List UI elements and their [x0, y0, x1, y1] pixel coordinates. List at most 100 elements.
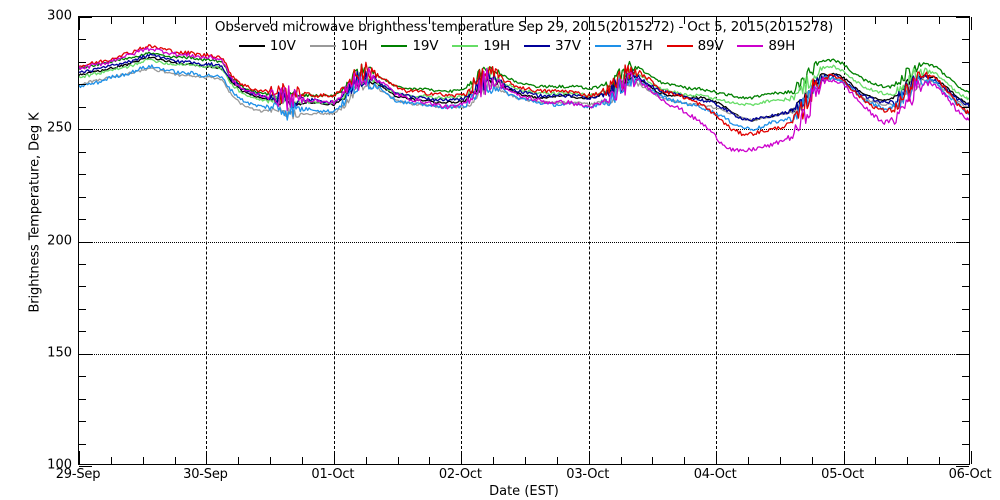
- series-line-10v: [79, 56, 969, 122]
- x-tick-minor-top: [907, 17, 909, 24]
- plot-frame: [78, 16, 972, 467]
- y-tick-label: 250: [47, 120, 72, 136]
- x-tick-minor-top: [875, 17, 877, 24]
- horizontal-gridline: [79, 241, 969, 243]
- x-tick-minor: [779, 457, 781, 464]
- legend-item-19h[interactable]: 19H: [452, 38, 510, 54]
- y-tick-label: 300: [47, 8, 72, 24]
- vertical-gridline: [843, 17, 845, 464]
- y-tick-minor: [79, 219, 86, 221]
- x-tick-major-top: [79, 17, 80, 30]
- x-tick-minor: [142, 457, 144, 464]
- legend: 10V 10H 19V 19H 37V 37H 89V 89H: [78, 37, 970, 55]
- y-tick-major-right: [956, 17, 969, 18]
- y-tick-label: 100: [47, 457, 72, 473]
- x-tick-minor-top: [493, 17, 495, 24]
- x-tick-major: [461, 451, 463, 464]
- legend-swatch-10h: [309, 45, 336, 47]
- vertical-gridline: [588, 17, 590, 464]
- x-tick-minor: [748, 457, 749, 464]
- x-tick-minor: [174, 457, 176, 464]
- y-tick-minor-right: [962, 263, 969, 265]
- y-tick-minor: [79, 174, 86, 176]
- x-tick-minor: [620, 457, 622, 464]
- x-tick-minor-top: [556, 17, 558, 24]
- series-line-89h: [79, 46, 969, 153]
- legend-label-10v: 10V: [269, 38, 296, 54]
- vertical-gridline: [716, 17, 718, 464]
- y-tick-minor-right: [962, 61, 969, 63]
- legend-item-89v[interactable]: 89V: [666, 38, 724, 54]
- y-tick-minor-right: [962, 308, 969, 310]
- x-tick-major-top: [333, 17, 335, 30]
- x-tick-major: [843, 451, 845, 464]
- legend-label-37v: 37V: [555, 38, 581, 54]
- y-tick-minor-right: [962, 421, 969, 423]
- horizontal-gridline: [79, 129, 969, 131]
- y-tick-minor: [79, 376, 86, 378]
- x-tick-minor-top: [779, 17, 781, 24]
- y-tick-minor: [79, 61, 86, 63]
- legend-swatch-10v: [238, 45, 265, 47]
- x-tick-major: [333, 451, 335, 464]
- x-tick-major-top: [843, 17, 845, 30]
- x-tick-minor-top: [174, 17, 176, 24]
- x-tick-major: [971, 451, 972, 464]
- series-layer: [79, 44, 969, 153]
- y-tick-minor: [79, 331, 86, 333]
- x-tick-minor-top: [748, 17, 749, 24]
- legend-item-10h[interactable]: 10H: [309, 38, 368, 54]
- y-tick-major: [79, 353, 92, 355]
- y-tick-major: [79, 241, 92, 243]
- vertical-gridline: [461, 17, 463, 464]
- y-tick-minor-right: [962, 84, 969, 86]
- x-tick-label: 06-Oct: [948, 467, 992, 482]
- x-tick-minor-top: [302, 17, 303, 24]
- legend-item-37v[interactable]: 37V: [524, 38, 581, 54]
- legend-item-10v[interactable]: 10V: [238, 38, 296, 54]
- x-tick-label: 03-Oct: [566, 467, 610, 482]
- x-tick-major: [588, 451, 590, 464]
- y-tick-label: 150: [47, 345, 72, 361]
- x-tick-minor: [397, 457, 399, 464]
- x-tick-minor: [684, 457, 686, 464]
- y-tick-minor-right: [962, 174, 969, 176]
- y-tick-minor: [79, 308, 86, 310]
- x-tick-minor-top: [652, 17, 654, 24]
- y-tick-minor: [79, 39, 86, 41]
- y-tick-major-right: [956, 353, 969, 355]
- x-tick-label: 01-Oct: [311, 467, 355, 482]
- x-tick-minor-top: [939, 17, 941, 24]
- x-tick-minor: [270, 457, 272, 464]
- y-tick-minor-right: [962, 219, 969, 221]
- y-tick-minor-right: [962, 443, 969, 445]
- legend-label-19v: 19V: [412, 38, 439, 54]
- legend-swatch-89h: [737, 45, 764, 47]
- series-line-89v: [79, 44, 969, 137]
- chart-title: Observed microwave brightness temperatur…: [214, 19, 834, 35]
- x-tick-minor: [811, 457, 813, 464]
- x-tick-major-top: [206, 17, 208, 30]
- vertical-gridline: [333, 17, 335, 464]
- x-tick-minor-top: [525, 17, 526, 24]
- y-tick-minor-right: [962, 106, 969, 108]
- x-tick-major: [716, 451, 718, 464]
- legend-item-37h[interactable]: 37H: [594, 38, 653, 54]
- y-tick-minor-right: [962, 39, 969, 41]
- x-tick-minor: [875, 457, 877, 464]
- legend-swatch-37v: [524, 45, 550, 47]
- x-tick-minor: [525, 457, 526, 464]
- x-tick-minor: [652, 457, 654, 464]
- y-tick-minor-right: [962, 398, 969, 400]
- y-tick-major: [79, 466, 92, 467]
- x-tick-minor-top: [142, 17, 144, 24]
- y-tick-minor: [79, 106, 86, 108]
- y-tick-major: [79, 17, 92, 18]
- legend-item-19v[interactable]: 19V: [381, 38, 438, 54]
- legend-item-89h[interactable]: 89H: [737, 38, 795, 54]
- legend-label-89v: 89V: [697, 38, 724, 54]
- x-tick-label: 29-Sep: [55, 467, 101, 482]
- legend-swatch-19h: [452, 45, 479, 47]
- vertical-gridline: [206, 17, 208, 464]
